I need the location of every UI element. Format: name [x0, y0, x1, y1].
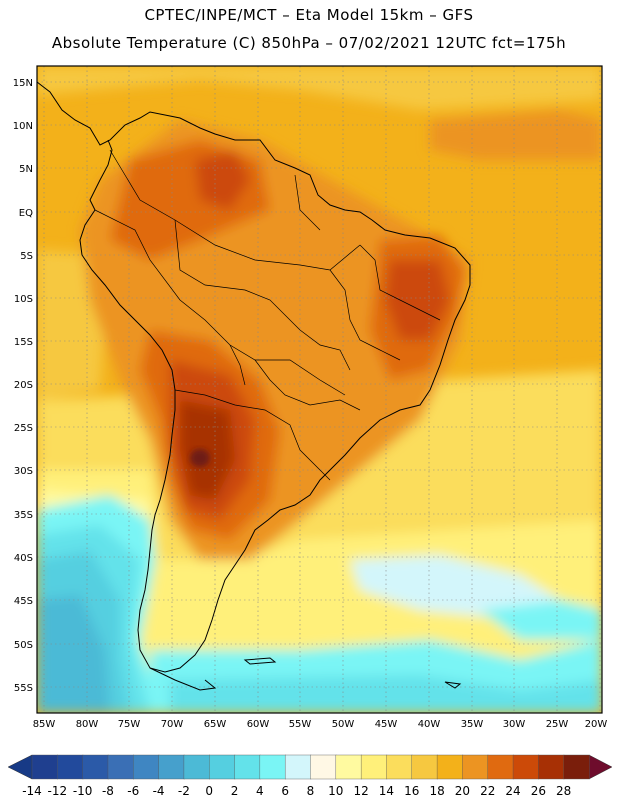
lon-label: 75W	[118, 719, 141, 730]
colorbar-label: 24	[505, 784, 520, 798]
colorbar-label: 0	[205, 784, 213, 798]
colorbar-swatch	[563, 754, 590, 780]
lon-label: 50W	[332, 719, 355, 730]
colorbar-label: 14	[379, 784, 394, 798]
lon-label: 65W	[204, 719, 227, 730]
colorbar-swatch	[360, 754, 388, 780]
colorbar-swatch	[512, 754, 540, 780]
colorbar-high-arrow	[588, 754, 613, 780]
lon-label: 30W	[503, 719, 526, 730]
colorbar-swatch	[57, 754, 84, 780]
temperature-field	[37, 66, 602, 713]
country-borders	[94, 149, 441, 481]
lat-label: 10N	[13, 121, 33, 132]
colorbar-label: -14	[22, 784, 42, 798]
longitude-labels: 85W 80W 75W 70W 65W 60W 55W 50W 45W 40W …	[33, 719, 608, 730]
map-frame	[36, 65, 603, 714]
colorbar-label: 12	[353, 784, 368, 798]
colorbar-label: 20	[455, 784, 470, 798]
colorbar: -14 -12 -10 -8 -6 -4 -2 0 2 4 6 8 10 12 14 16 18 20 22 24 26…	[7, 754, 613, 798]
coastlines	[37, 81, 471, 691]
lat-label: 5N	[19, 164, 33, 175]
colorbar-swatch	[538, 754, 565, 780]
colorbar-label: -10	[73, 784, 93, 798]
colorbar-label: -6	[127, 784, 139, 798]
colorbar-label: 8	[307, 784, 315, 798]
colorbar-label: 10	[328, 784, 343, 798]
lat-label: 40S	[14, 553, 33, 564]
colorbar-label: -12	[48, 784, 68, 798]
lat-label: 15S	[14, 337, 33, 348]
colorbar-swatch	[82, 754, 109, 780]
colorbar-label: -2	[178, 784, 190, 798]
lat-label: 50S	[14, 640, 33, 651]
colorbar-label: 26	[531, 784, 546, 798]
map-title-model: CPTEC/INPE/MCT – Eta Model 15km – GFS	[144, 6, 474, 24]
colorbar-label: -4	[153, 784, 165, 798]
lon-label: 35W	[461, 719, 484, 730]
colorbar-swatch	[133, 754, 160, 780]
lon-label: 60W	[247, 719, 270, 730]
colorbar-swatch	[259, 754, 286, 780]
lon-label: 20W	[585, 719, 608, 730]
lon-label: 70W	[161, 719, 184, 730]
colorbar-swatch	[462, 754, 489, 780]
colorbar-swatch	[284, 754, 312, 780]
colorbar-swatch	[386, 754, 413, 780]
lat-label: 10S	[14, 294, 33, 305]
colorbar-swatch	[310, 754, 337, 780]
colorbar-swatch	[487, 754, 514, 780]
colorbar-label: 2	[231, 784, 239, 798]
colorbar-label: 4	[256, 784, 264, 798]
colorbar-label: 22	[480, 784, 495, 798]
colorbar-swatch	[436, 754, 464, 780]
colorbar-low-arrow	[7, 754, 33, 780]
lat-label: 25S	[14, 423, 33, 434]
colorbar-label: 28	[556, 784, 571, 798]
colorbar-label: -8	[102, 784, 114, 798]
colorbar-label: 18	[429, 784, 444, 798]
colorbar-swatch	[411, 754, 438, 780]
latitude-labels: 15N 10N 5N EQ 5S 10S 15S 20S 25S 30S 35S…	[13, 78, 33, 694]
colorbar-swatch	[107, 754, 134, 780]
colorbar-label: 16	[404, 784, 419, 798]
colorbar-swatch	[183, 754, 210, 780]
lon-label: 45W	[375, 719, 398, 730]
lat-label: 30S	[14, 466, 33, 477]
lon-label: 80W	[76, 719, 99, 730]
lon-label: 40W	[418, 719, 441, 730]
colorbar-swatch	[335, 754, 362, 780]
lat-label: EQ	[19, 208, 33, 219]
colorbar-swatch	[31, 754, 59, 780]
map-title-variable: Absolute Temperature (C) 850hPa – 07/02/…	[51, 34, 567, 52]
lon-label: 55W	[289, 719, 312, 730]
lat-label: 45S	[14, 596, 33, 607]
lat-label: 20S	[14, 380, 33, 391]
lat-label: 5S	[20, 251, 33, 262]
colorbar-swatch	[234, 754, 261, 780]
colorbar-label: 6	[281, 784, 289, 798]
colorbar-swatch	[209, 754, 236, 780]
lon-label: 25W	[546, 719, 569, 730]
lat-label: 15N	[13, 78, 33, 89]
lat-label: 35S	[14, 510, 33, 521]
colorbar-swatch	[158, 754, 185, 780]
lon-label: 85W	[33, 719, 56, 730]
lat-label: 55S	[14, 683, 33, 694]
